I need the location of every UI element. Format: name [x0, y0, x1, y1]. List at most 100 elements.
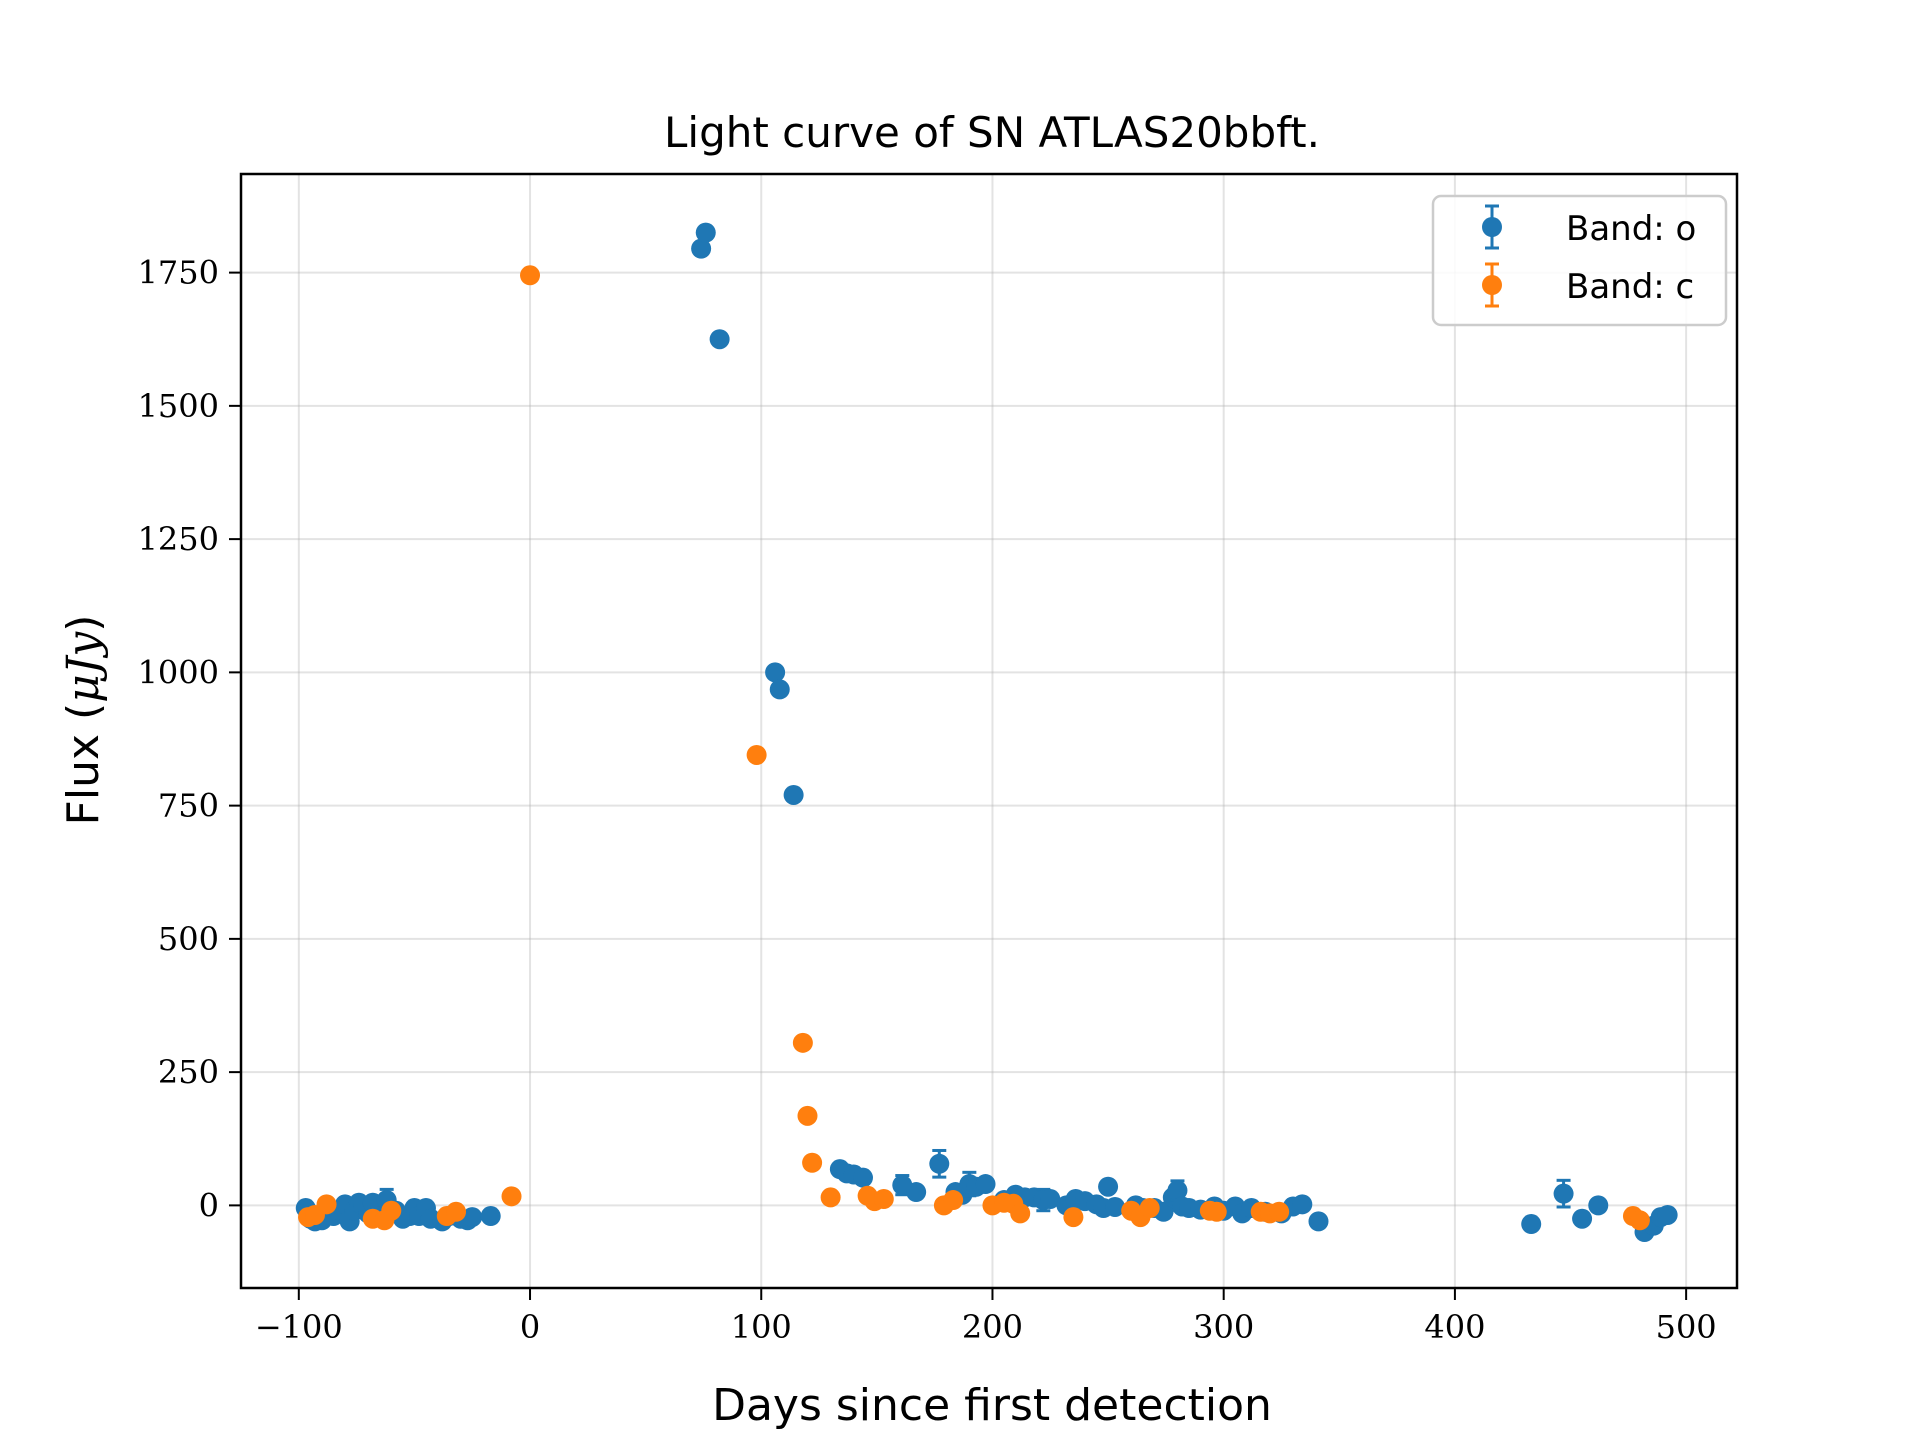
- data-point: [520, 265, 541, 286]
- data-point: [1308, 1211, 1329, 1232]
- data-point: [975, 1174, 996, 1195]
- legend-label-band-o: Band: o: [1566, 209, 1696, 249]
- point-marker: [802, 1152, 823, 1173]
- chart-title: Light curve of SN ATLAS20bbft.: [664, 108, 1320, 157]
- legend: Band: o Band: c: [1431, 194, 1728, 327]
- data-point: [691, 238, 712, 259]
- point-marker: [1010, 1203, 1031, 1224]
- grid: [241, 174, 1737, 1288]
- point-marker: [1629, 1210, 1650, 1231]
- point-marker: [691, 238, 712, 259]
- point-marker: [1588, 1195, 1609, 1216]
- point-marker: [769, 679, 790, 700]
- data-point: [906, 1182, 927, 1203]
- data-point: [746, 744, 767, 765]
- y-tick-label: 500: [158, 920, 219, 958]
- x-tick-label: 0: [520, 1308, 540, 1346]
- point-marker: [1292, 1194, 1313, 1215]
- data-point: [446, 1201, 467, 1222]
- x-axis-label: Days since first detection: [712, 1380, 1272, 1431]
- point-marker: [1105, 1196, 1126, 1217]
- point-marker: [1040, 1188, 1061, 1209]
- data-point: [381, 1200, 402, 1221]
- point-marker: [709, 329, 730, 350]
- data-point: [1105, 1196, 1126, 1217]
- point-marker: [480, 1206, 501, 1227]
- data-point: [1010, 1203, 1031, 1224]
- point-marker: [520, 265, 541, 286]
- x-tick-label: 300: [1193, 1308, 1254, 1346]
- point-marker: [1139, 1198, 1160, 1219]
- data-point: [501, 1186, 522, 1207]
- data-point: [1553, 1178, 1574, 1209]
- data-point: [1292, 1194, 1313, 1215]
- x-tick-label: 100: [731, 1308, 792, 1346]
- point-marker: [1308, 1211, 1329, 1232]
- data-point: [1063, 1207, 1084, 1228]
- data-point: [1572, 1208, 1593, 1229]
- data-points: [295, 222, 1678, 1243]
- point-marker: [765, 662, 786, 683]
- data-point: [462, 1207, 483, 1228]
- legend-label-band-c: Band: c: [1566, 267, 1694, 307]
- x-tick-label: 200: [962, 1308, 1023, 1346]
- legend-entry-band-c: Band: c: [1482, 262, 1694, 308]
- y-axis-label: Flux (μJy): [58, 615, 109, 826]
- data-point: [1629, 1210, 1650, 1231]
- legend-marker-band-o: [1482, 217, 1502, 237]
- y-tick-label: 750: [158, 787, 219, 825]
- x-tick-label: 500: [1656, 1308, 1717, 1346]
- series-band-c: [298, 265, 1650, 1231]
- y-axis-label-close: ): [58, 615, 109, 632]
- point-marker: [1553, 1183, 1574, 1204]
- data-point: [783, 784, 804, 805]
- point-marker: [943, 1190, 964, 1211]
- plot-frame: [239, 172, 1739, 1290]
- y-tick-label: 1750: [138, 254, 219, 292]
- data-point: [765, 662, 786, 683]
- x-tick-label: 400: [1424, 1308, 1485, 1346]
- point-marker: [1167, 1180, 1188, 1201]
- data-point: [802, 1152, 823, 1173]
- point-marker: [1521, 1214, 1542, 1235]
- point-marker: [820, 1187, 841, 1208]
- data-point: [316, 1194, 337, 1215]
- point-marker: [929, 1153, 950, 1174]
- data-point: [1098, 1176, 1119, 1197]
- data-point: [1657, 1204, 1678, 1225]
- y-tick-label: 250: [158, 1053, 219, 1091]
- point-marker: [852, 1167, 873, 1188]
- data-point: [873, 1188, 894, 1209]
- legend-box: [1431, 194, 1728, 327]
- legend-entry-band-o: Band: o: [1482, 204, 1696, 250]
- x-tick-label: −100: [255, 1308, 343, 1346]
- data-point: [929, 1148, 950, 1179]
- point-marker: [316, 1194, 337, 1215]
- point-marker: [975, 1174, 996, 1195]
- data-point: [943, 1190, 964, 1211]
- point-marker: [792, 1032, 813, 1053]
- y-tick-label: 1500: [138, 387, 219, 425]
- point-marker: [446, 1201, 467, 1222]
- y-axis-label-text: Flux (: [58, 703, 109, 826]
- point-marker: [501, 1186, 522, 1207]
- data-point: [769, 679, 790, 700]
- data-point: [1206, 1201, 1227, 1222]
- data-point: [797, 1105, 818, 1126]
- point-marker: [906, 1182, 927, 1203]
- data-point: [1040, 1188, 1061, 1209]
- data-point: [695, 222, 716, 243]
- point-marker: [1206, 1201, 1227, 1222]
- point-marker: [783, 784, 804, 805]
- point-marker: [1269, 1201, 1290, 1222]
- legend-marker-band-c: [1482, 275, 1502, 295]
- point-marker: [381, 1200, 402, 1221]
- point-marker: [462, 1207, 483, 1228]
- y-tick-label: 1000: [138, 653, 219, 691]
- point-marker: [746, 744, 767, 765]
- data-point: [1588, 1195, 1609, 1216]
- data-point: [1269, 1201, 1290, 1222]
- y-axis-label-unit: μJy: [58, 631, 109, 703]
- axis-ticks: −100 0 100 200 300 400 500 0 250 500 750 1000 1250 15…: [138, 254, 1717, 1346]
